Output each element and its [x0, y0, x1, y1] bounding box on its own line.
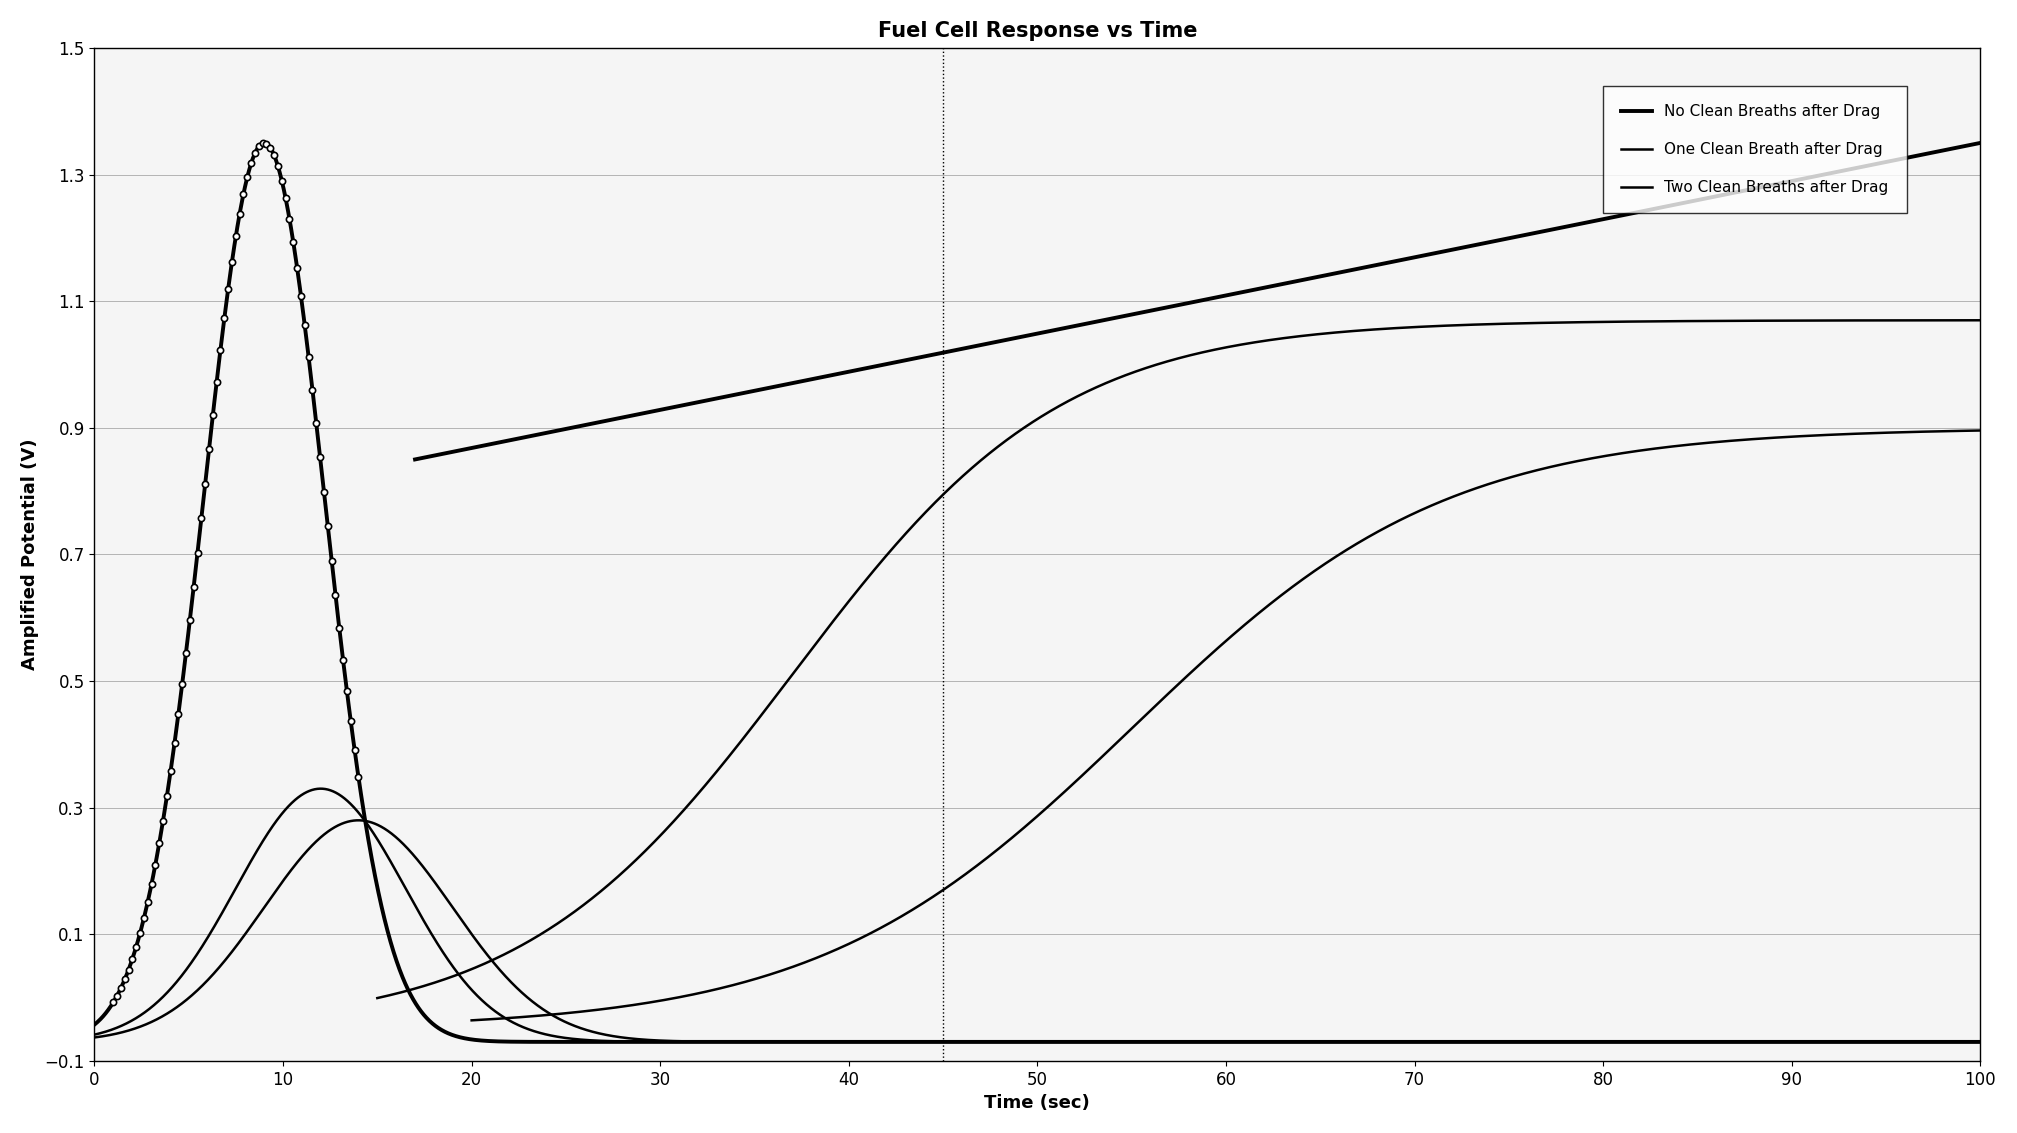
X-axis label: Time (sec): Time (sec): [984, 1094, 1091, 1113]
Legend: No Clean Breaths after Drag, One Clean Breath after Drag, Two Clean Breaths afte: No Clean Breaths after Drag, One Clean B…: [1604, 86, 1906, 213]
Title: Fuel Cell Response vs Time: Fuel Cell Response vs Time: [877, 20, 1198, 41]
Y-axis label: Amplified Potential (V): Amplified Potential (V): [20, 438, 38, 670]
